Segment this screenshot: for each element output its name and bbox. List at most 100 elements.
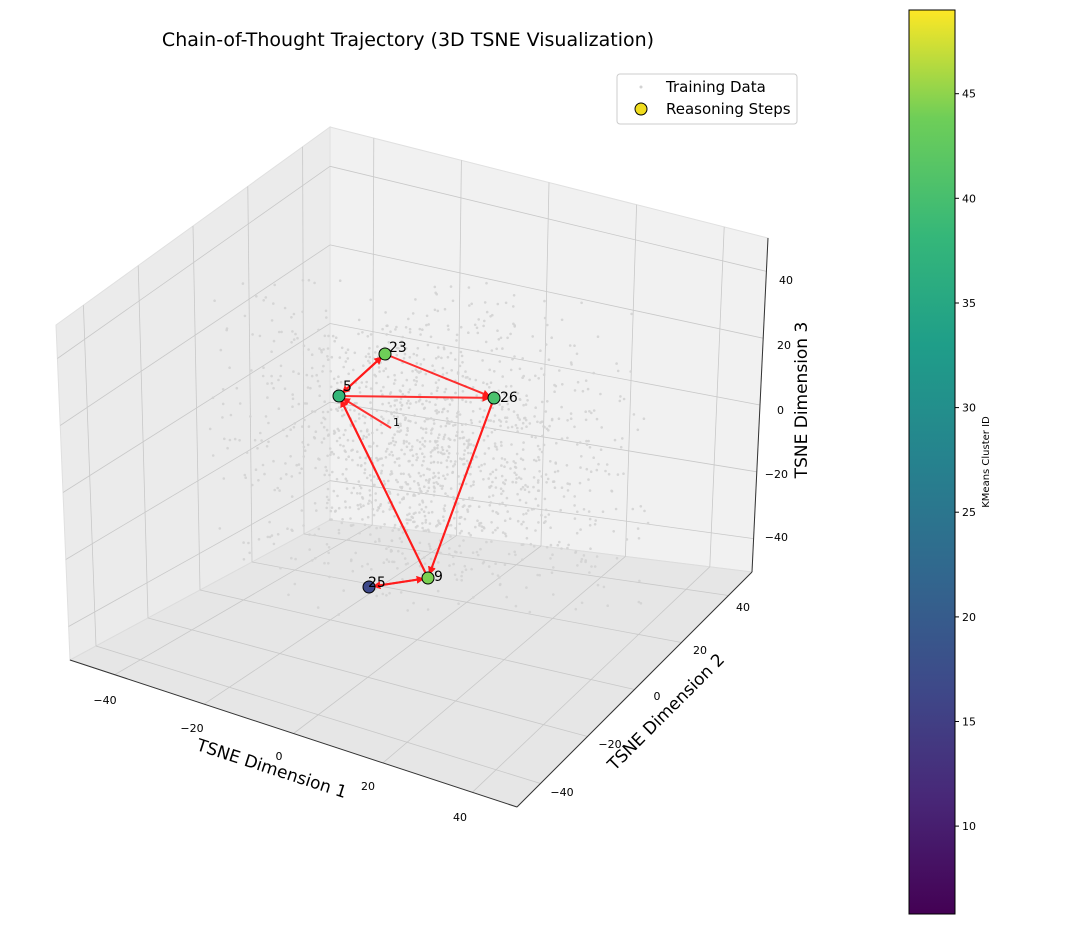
training-point bbox=[585, 467, 589, 471]
training-point bbox=[423, 455, 426, 459]
training-point bbox=[400, 404, 404, 407]
training-point bbox=[264, 415, 268, 418]
training-point bbox=[307, 278, 311, 282]
training-point bbox=[342, 444, 345, 448]
training-point bbox=[595, 468, 599, 472]
training-point bbox=[392, 382, 396, 385]
training-point bbox=[544, 410, 548, 413]
training-point bbox=[242, 541, 245, 544]
training-point bbox=[483, 452, 487, 455]
training-point bbox=[532, 476, 536, 479]
training-point bbox=[481, 359, 484, 362]
training-point bbox=[419, 489, 422, 493]
training-point bbox=[353, 401, 357, 405]
training-point bbox=[525, 526, 529, 530]
training-point bbox=[336, 427, 340, 431]
training-point bbox=[588, 489, 592, 492]
training-point bbox=[327, 334, 330, 338]
training-point bbox=[326, 454, 329, 458]
training-point bbox=[382, 417, 385, 421]
training-point bbox=[272, 302, 275, 305]
training-point bbox=[329, 408, 333, 411]
training-point bbox=[454, 460, 457, 463]
training-point bbox=[472, 483, 475, 487]
training-point bbox=[419, 426, 423, 430]
training-point bbox=[346, 348, 350, 352]
training-point bbox=[453, 463, 457, 466]
training-point bbox=[241, 282, 245, 285]
training-point bbox=[446, 419, 450, 423]
training-point bbox=[489, 381, 493, 385]
training-point bbox=[400, 487, 404, 490]
training-point bbox=[430, 432, 433, 435]
training-point bbox=[561, 383, 564, 386]
grid-line bbox=[382, 556, 626, 764]
training-point bbox=[362, 364, 365, 368]
training-point bbox=[469, 484, 473, 488]
training-point bbox=[424, 521, 428, 524]
training-point bbox=[267, 440, 270, 444]
training-point bbox=[613, 438, 617, 442]
training-point bbox=[307, 348, 310, 351]
training-point bbox=[478, 407, 482, 411]
training-point bbox=[357, 332, 360, 336]
training-point bbox=[521, 485, 525, 489]
training-point bbox=[532, 458, 536, 462]
training-point bbox=[461, 430, 464, 434]
training-point bbox=[395, 398, 399, 402]
training-point bbox=[260, 439, 263, 442]
training-point bbox=[480, 529, 484, 532]
training-point bbox=[336, 494, 339, 498]
training-point bbox=[513, 550, 516, 554]
training-point bbox=[393, 378, 397, 382]
training-point bbox=[407, 317, 410, 321]
training-point bbox=[547, 358, 551, 362]
training-point bbox=[439, 484, 442, 488]
training-point bbox=[448, 403, 452, 406]
training-point bbox=[439, 551, 443, 555]
training-point bbox=[630, 312, 633, 316]
training-point bbox=[363, 523, 367, 526]
colorbar-label: KMeans Cluster ID bbox=[981, 416, 992, 508]
training-point bbox=[359, 505, 363, 509]
training-point bbox=[409, 518, 412, 522]
grid-line bbox=[302, 146, 305, 535]
training-point bbox=[639, 505, 643, 508]
training-point bbox=[458, 531, 462, 535]
training-point bbox=[601, 510, 605, 513]
training-point bbox=[416, 347, 420, 350]
y-axis-line bbox=[516, 571, 753, 808]
training-point bbox=[636, 527, 640, 530]
training-point bbox=[442, 515, 445, 518]
training-point bbox=[211, 396, 215, 400]
training-point bbox=[631, 507, 635, 511]
training-point bbox=[560, 486, 564, 490]
training-point bbox=[414, 368, 418, 372]
training-point bbox=[374, 492, 378, 495]
training-point bbox=[273, 488, 277, 492]
training-point bbox=[435, 389, 439, 393]
training-point bbox=[417, 492, 421, 495]
training-point bbox=[448, 547, 451, 550]
training-point bbox=[436, 574, 439, 577]
training-point bbox=[381, 402, 384, 406]
training-point bbox=[479, 547, 482, 551]
training-point bbox=[518, 418, 521, 421]
training-point bbox=[582, 508, 586, 511]
training-point bbox=[520, 427, 524, 430]
training-point bbox=[345, 479, 349, 483]
training-point bbox=[565, 464, 569, 467]
training-point bbox=[443, 477, 447, 481]
training-point bbox=[381, 393, 384, 397]
training-point bbox=[524, 501, 528, 505]
training-point bbox=[412, 493, 416, 496]
training-point bbox=[325, 506, 329, 510]
training-point bbox=[452, 562, 455, 566]
training-point bbox=[455, 333, 459, 337]
training-point bbox=[457, 410, 460, 414]
training-point bbox=[467, 505, 471, 508]
training-point bbox=[389, 404, 393, 408]
step-marker bbox=[332, 389, 346, 403]
training-point bbox=[421, 522, 424, 525]
training-point bbox=[537, 479, 540, 482]
